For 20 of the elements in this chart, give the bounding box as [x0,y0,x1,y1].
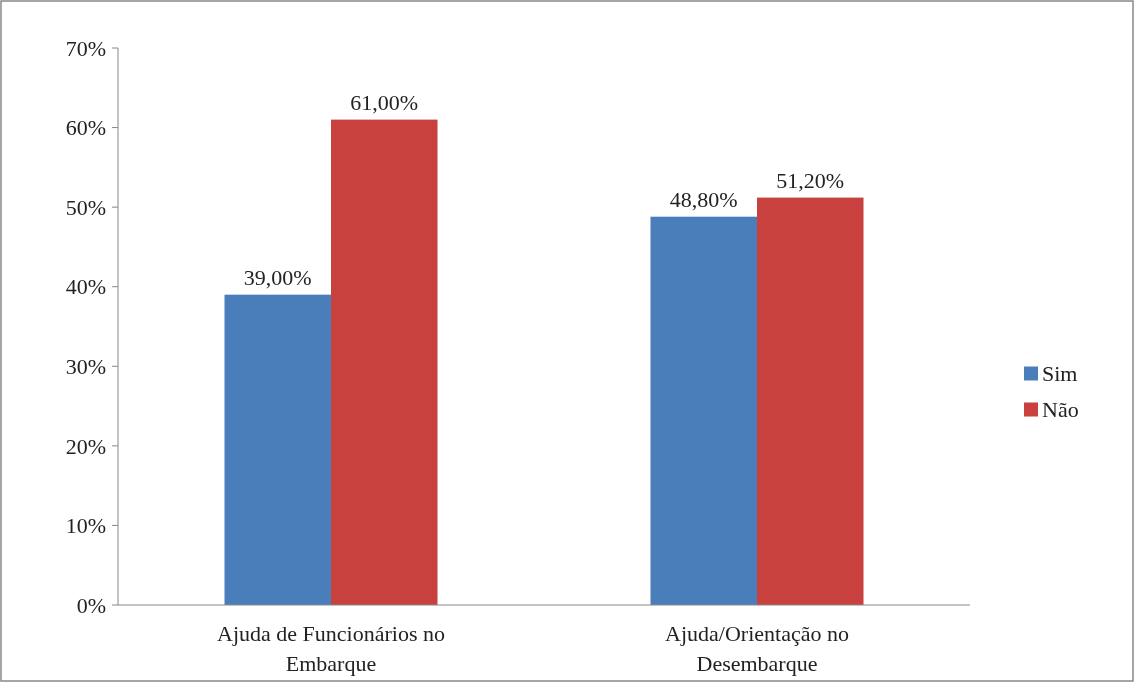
data-label: 61,00% [350,89,419,115]
y-tick-label: 30% [65,353,106,379]
y-tick-label: 0% [76,592,106,618]
data-label: 48,80% [669,186,738,212]
bar [224,294,331,605]
bar [757,197,864,605]
bar [331,119,438,605]
legend-label: Sim [1042,361,1078,387]
x-tick-label: Ajuda de Funcionários no Embarque [217,621,445,676]
legend-label: Não [1042,397,1079,423]
y-tick-label: 70% [65,35,106,61]
y-tick-label: 10% [65,513,106,539]
bar [650,216,757,605]
y-tick-label: 40% [65,274,106,300]
data-label: 39,00% [243,264,312,290]
data-label: 51,20% [776,167,845,193]
y-tick-label: 50% [65,194,106,220]
y-tick-label: 60% [65,115,106,141]
y-tick-label: 20% [65,433,106,459]
x-tick-label: Ajuda/Orientação no Desembarque [665,621,849,676]
